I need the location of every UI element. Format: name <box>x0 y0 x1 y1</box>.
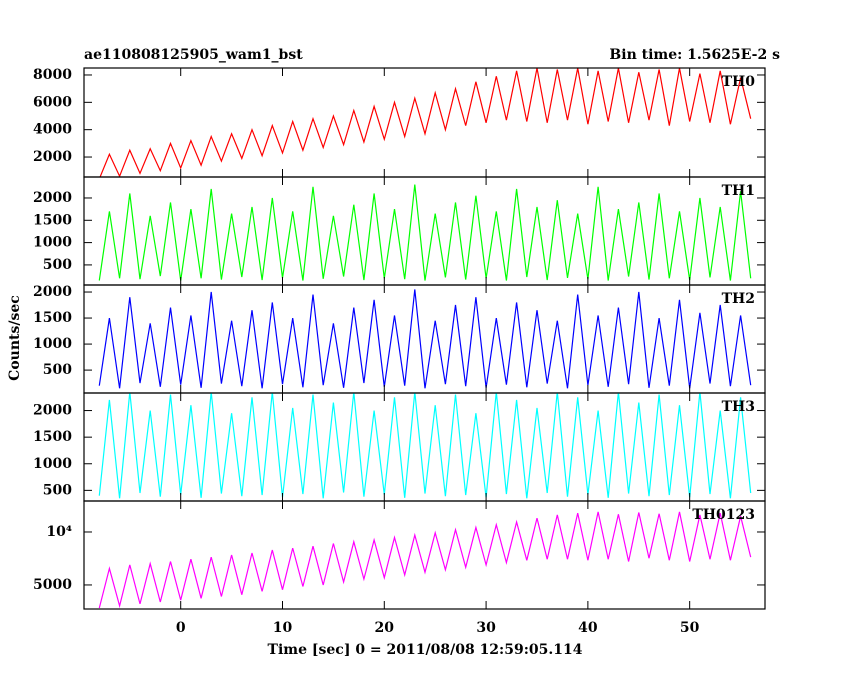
x-tick-label: 40 <box>578 620 598 636</box>
panel-frame <box>83 176 766 286</box>
chart-subtitle: Bin time: 1.5625E-2 s <box>609 47 780 63</box>
y-tick-label: 500 <box>43 362 72 378</box>
y-tick-label: 10⁴ <box>46 524 72 540</box>
y-tick-label: 1000 <box>33 336 72 352</box>
series-line <box>98 393 752 499</box>
y-tick-label: 5000 <box>33 577 72 593</box>
y-tick-label: 6000 <box>33 94 72 110</box>
y-tick-label: 2000 <box>33 149 72 165</box>
x-tick-label: 10 <box>273 620 293 636</box>
series-line <box>98 289 752 389</box>
x-tick-label: 50 <box>680 620 700 636</box>
x-tick-label: 0 <box>176 620 186 636</box>
series-line <box>98 511 752 609</box>
legend-label: TH0123 <box>692 507 755 523</box>
y-tick-label: 500 <box>43 257 72 273</box>
y-tick-label: 8000 <box>33 67 72 83</box>
y-tick-label: 2000 <box>33 190 72 206</box>
y-axis-label: Counts/sec <box>7 295 23 381</box>
y-tick-label: 1000 <box>33 456 72 472</box>
x-tick-label: 20 <box>375 620 395 636</box>
series-line <box>98 184 752 281</box>
y-tick-label: 4000 <box>33 122 72 138</box>
y-tick-label: 1500 <box>33 310 72 326</box>
x-tick-label: 30 <box>476 620 496 636</box>
legend-label: TH0 <box>722 74 756 90</box>
y-tick-label: 1000 <box>33 235 72 251</box>
legend-label: TH2 <box>722 291 755 307</box>
x-axis-label: Time [sec] 0 = 2011/08/08 12:59:05.114 <box>268 642 583 658</box>
y-tick-label: 1500 <box>33 429 72 445</box>
panel-frame <box>83 500 766 610</box>
y-tick-label: 1500 <box>33 212 72 228</box>
chart-title: ae110808125905_wam1_bst <box>84 47 303 63</box>
y-tick-label: 500 <box>43 482 72 498</box>
legend-label: TH1 <box>722 183 755 199</box>
y-tick-label: 2000 <box>33 403 72 419</box>
panel-frame <box>83 67 766 178</box>
series-line <box>99 68 752 177</box>
y-tick-label: 2000 <box>33 284 72 300</box>
legend-label: TH3 <box>722 399 755 415</box>
